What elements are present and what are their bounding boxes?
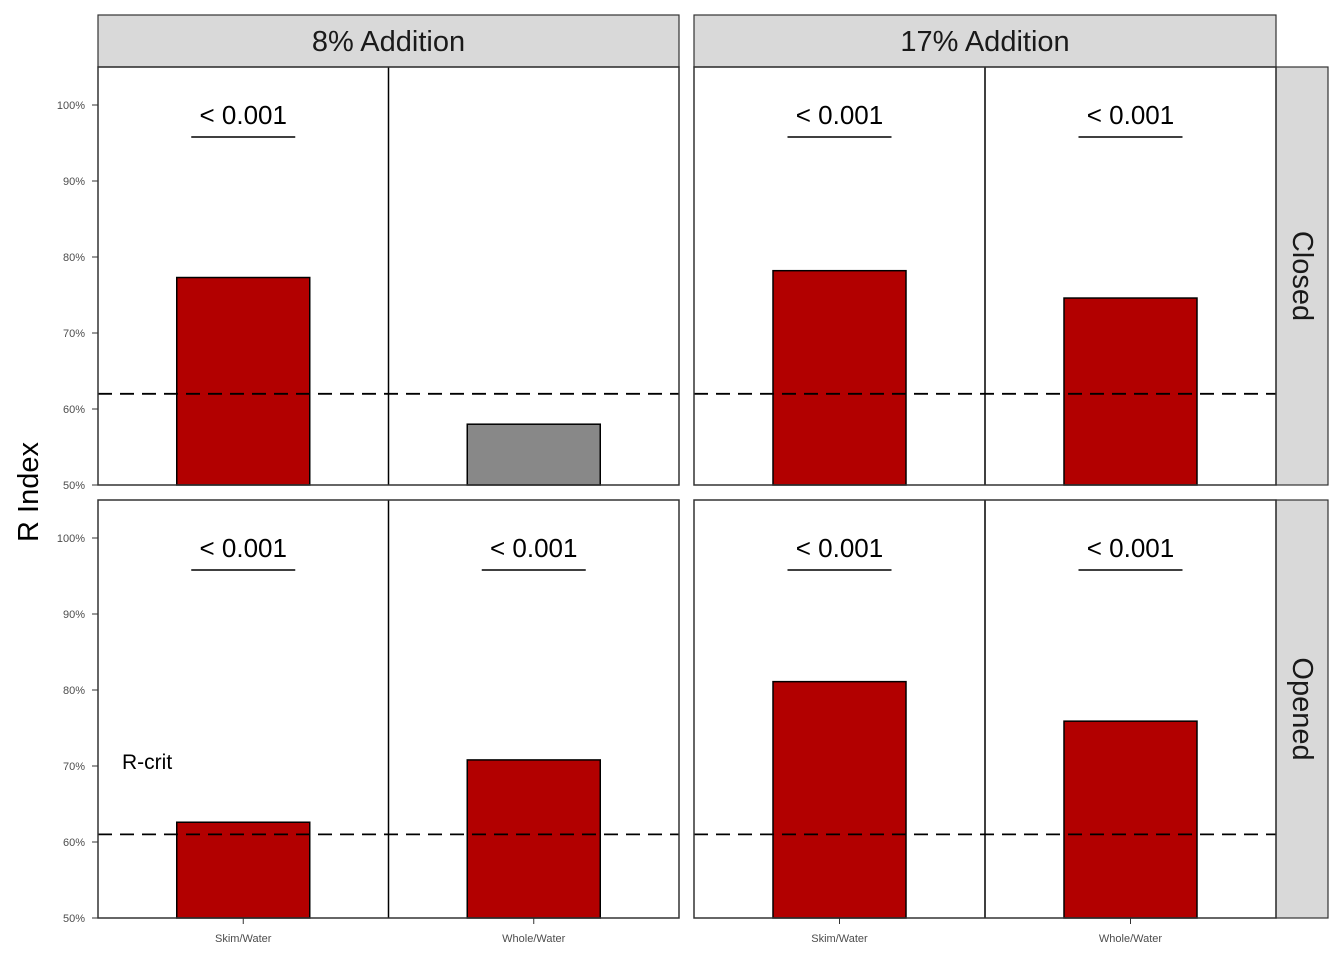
y-tick-label: 90%	[63, 609, 85, 621]
column-strip-label: 8% Addition	[312, 26, 465, 58]
bar-17-addition-closed-skim-water	[772, 269, 907, 486]
row-strip-label: Closed	[1286, 231, 1318, 321]
column-strip-8-addition	[97, 14, 680, 68]
x-tick-label: Whole/Water	[502, 933, 566, 945]
p-value-label: < 0.001	[200, 533, 287, 563]
bar-8-addition-closed-skim-water	[176, 276, 311, 486]
y-tick-label: 80%	[63, 685, 85, 697]
row-strip-label: Opened	[1286, 657, 1318, 760]
column-strip-label: 17% Addition	[900, 26, 1069, 58]
panel-border	[693, 66, 1277, 486]
bar-17-addition-opened-whole-water	[1063, 720, 1198, 919]
x-tick-label: Skim/Water	[811, 933, 868, 945]
r-crit-annotation: R-crit	[122, 751, 172, 774]
bar-8-addition-closed-whole-water	[466, 423, 601, 486]
panel-border	[693, 499, 1277, 919]
y-axis-title: R Index	[13, 442, 45, 542]
p-value-label: < 0.001	[796, 100, 883, 130]
y-tick-label: 100%	[57, 100, 85, 112]
row-strip-opened	[1275, 499, 1329, 919]
p-value-label: < 0.001	[1087, 100, 1174, 130]
panel-border	[97, 66, 680, 486]
row-strip-closed	[1275, 66, 1329, 486]
x-tick-label: Skim/Water	[215, 933, 272, 945]
y-tick-label: 50%	[63, 480, 85, 492]
panel-border	[97, 499, 680, 919]
y-tick-label: 70%	[63, 328, 85, 340]
y-tick-label: 60%	[63, 404, 85, 416]
x-tick-label: Whole/Water	[1099, 933, 1163, 945]
y-tick-label: 100%	[57, 533, 85, 545]
y-tick-label: 70%	[63, 761, 85, 773]
p-value-label: < 0.001	[1087, 533, 1174, 563]
y-tick-label: 80%	[63, 252, 85, 264]
bar-17-addition-closed-whole-water	[1063, 297, 1198, 486]
y-tick-label: 90%	[63, 176, 85, 188]
bar-8-addition-opened-skim-water	[176, 821, 311, 919]
bar-17-addition-opened-skim-water	[772, 680, 907, 919]
bar-8-addition-opened-whole-water	[466, 759, 601, 919]
column-strip-17-addition	[693, 14, 1277, 68]
p-value-label: < 0.001	[200, 100, 287, 130]
p-value-label: < 0.001	[796, 533, 883, 563]
p-value-label: < 0.001	[490, 533, 577, 563]
y-tick-label: 60%	[63, 837, 85, 849]
y-tick-label: 50%	[63, 913, 85, 925]
